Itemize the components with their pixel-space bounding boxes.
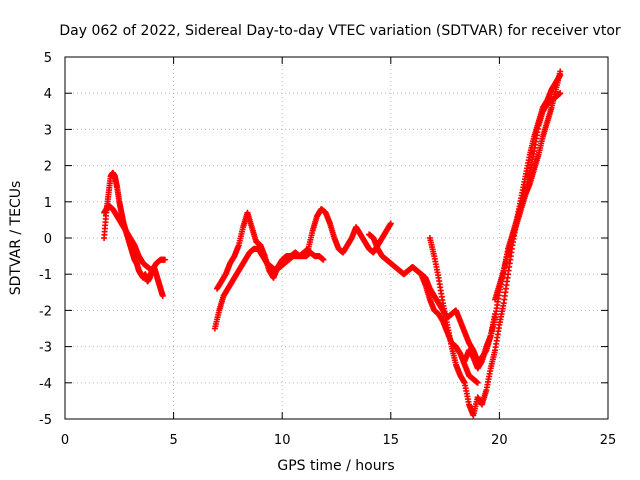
x-tick-label: 25 — [600, 433, 617, 448]
data-point — [320, 256, 327, 263]
y-tick-label: 3 — [44, 123, 52, 138]
grid-layer — [65, 57, 608, 419]
y-tick-label: 5 — [44, 51, 52, 66]
data-point — [159, 292, 166, 299]
y-tick-label: 4 — [44, 87, 52, 102]
data-point — [387, 220, 394, 227]
y-tick-label: -4 — [39, 377, 52, 392]
x-tick-label: 0 — [61, 433, 69, 448]
tick-layer: 0 5 10 15 20 25 -5 -4 -3 -2 -1 0 1 2 3 4 5 — [39, 51, 616, 448]
y-tick-label: -3 — [39, 341, 52, 356]
data-layer — [101, 68, 564, 419]
y-tick-label: -5 — [39, 413, 52, 428]
y-tick-label: 0 — [44, 232, 52, 247]
y-tick-label: -2 — [39, 304, 52, 319]
y-tick-label: 2 — [44, 160, 52, 175]
y-tick-label: -1 — [39, 268, 52, 283]
data-point — [557, 68, 564, 75]
x-tick-label: 5 — [169, 433, 177, 448]
y-tick-label: 1 — [44, 196, 52, 211]
x-tick-label: 20 — [491, 433, 508, 448]
x-tick-label: 10 — [274, 433, 291, 448]
x-tick-label: 15 — [383, 433, 400, 448]
data-point — [161, 256, 168, 263]
data-point — [557, 90, 564, 97]
